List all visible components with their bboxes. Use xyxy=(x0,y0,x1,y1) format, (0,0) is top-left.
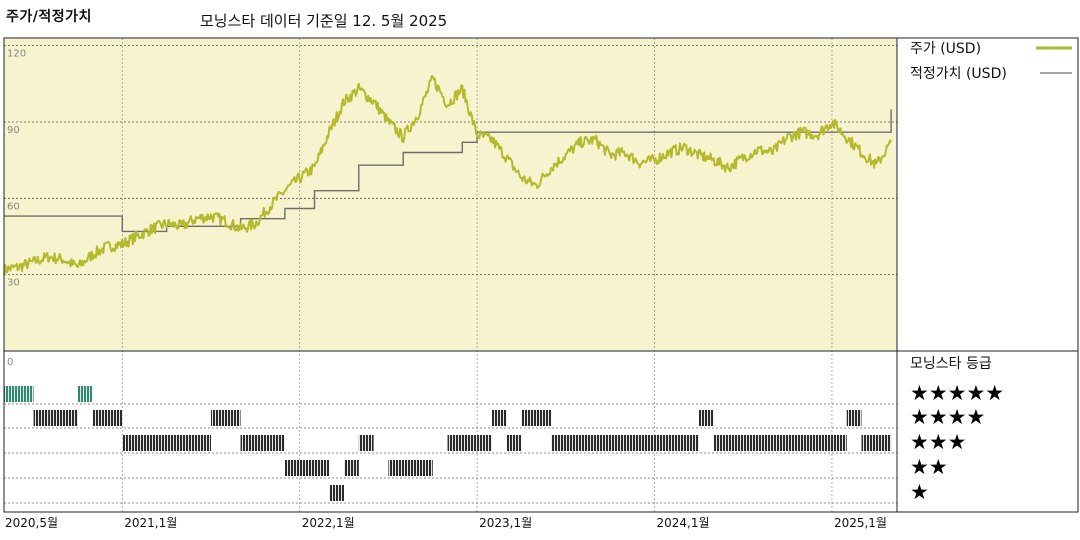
rating-bar xyxy=(551,435,699,451)
rating-bar xyxy=(4,386,34,402)
star-row-label: ★ xyxy=(910,480,929,504)
fair-value-line xyxy=(4,109,892,233)
x-tick-label: 2025,1월 xyxy=(834,516,887,530)
rating-bar xyxy=(210,410,241,426)
x-tick-label: 2021,1월 xyxy=(124,516,177,530)
chart-subtitle: 모닝스타 데이터 기준일 12. 5월 2025 xyxy=(200,12,448,30)
price-panel-background xyxy=(4,38,897,351)
rating-bar xyxy=(299,460,330,476)
x-tick-label: 2024,1월 xyxy=(657,516,710,530)
rating-bar xyxy=(122,435,211,451)
rating-bar xyxy=(329,485,345,501)
ratings-title: 모닝스타 등급 xyxy=(910,356,992,372)
rating-bar xyxy=(92,410,123,426)
rating-bar xyxy=(698,410,714,426)
chart-frame xyxy=(3,37,1079,513)
price-line xyxy=(3,75,892,276)
rating-bar xyxy=(846,410,862,426)
rating-bar xyxy=(506,435,522,451)
rating-bar xyxy=(48,410,78,426)
rating-bar xyxy=(861,435,892,451)
star-row-label: ★★★★★ xyxy=(910,381,1004,405)
star-row-label: ★★★ xyxy=(910,430,966,454)
y-tick-label: 120 xyxy=(7,49,26,60)
x-tick-label: 2020,5월 xyxy=(5,516,58,530)
rating-bar xyxy=(713,435,847,451)
legend-fair-value-label: 적정가치 (USD) xyxy=(910,66,1007,82)
rating-bar xyxy=(521,410,552,426)
rating-bar xyxy=(358,435,374,451)
rating-bar xyxy=(33,410,49,426)
star-row-label: ★★★★ xyxy=(910,405,985,429)
rating-bar xyxy=(270,435,285,451)
rating-bar xyxy=(240,435,271,451)
rating-bar xyxy=(447,435,478,451)
x-tick-label: 2022,1월 xyxy=(302,516,355,530)
rating-bar xyxy=(388,460,433,476)
legend-price-label: 주가 (USD) xyxy=(910,41,981,57)
rating-bar xyxy=(477,435,492,451)
y-tick-label: 0 xyxy=(7,357,13,368)
chart-title: 주가/적정가치 xyxy=(6,9,92,25)
star-row-label: ★★ xyxy=(910,455,948,479)
y-tick-label: 30 xyxy=(7,278,20,289)
y-tick-label: 60 xyxy=(7,201,20,212)
rating-bar xyxy=(77,386,93,402)
y-tick-label: 90 xyxy=(7,125,20,136)
rating-bar xyxy=(284,460,300,476)
rating-bar xyxy=(344,460,359,476)
rating-bar xyxy=(491,410,507,426)
x-tick-label: 2023,1월 xyxy=(479,516,532,530)
